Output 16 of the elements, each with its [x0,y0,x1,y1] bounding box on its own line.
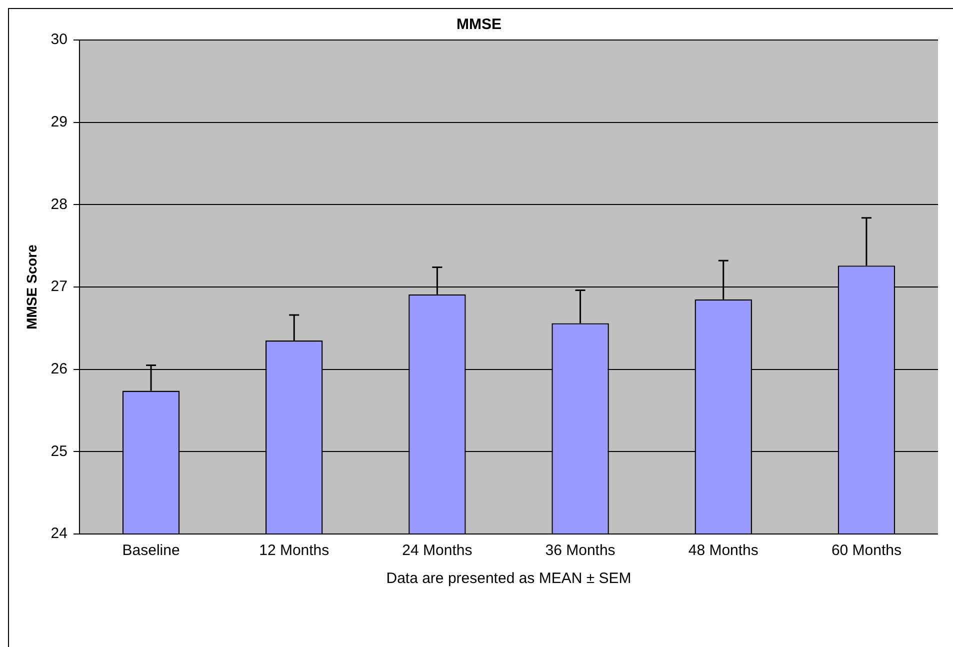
x-tick-label: 60 Months [831,542,902,560]
x-tick-label: Baseline [122,542,180,560]
y-tick-label: 29 [50,113,68,130]
chart-title: MMSE [456,16,502,34]
y-tick-label: 27 [50,278,68,296]
x-axis-title: Data are presented as MEAN ± SEM [386,570,632,588]
y-tick-label: 26 [50,360,68,378]
x-tick-label: 36 Months [545,542,616,560]
y-tick-label: 25 [50,442,68,460]
y-tick-label: 24 [50,525,68,542]
y-axis-title: MMSE Score [23,244,40,330]
x-tick-label: 48 Months [688,542,758,560]
y-tick-label: 28 [50,196,68,213]
x-tick-label: 24 Months [402,542,472,560]
y-tick-label: 30 [50,31,68,48]
x-tick-label: 12 Months [259,542,330,560]
